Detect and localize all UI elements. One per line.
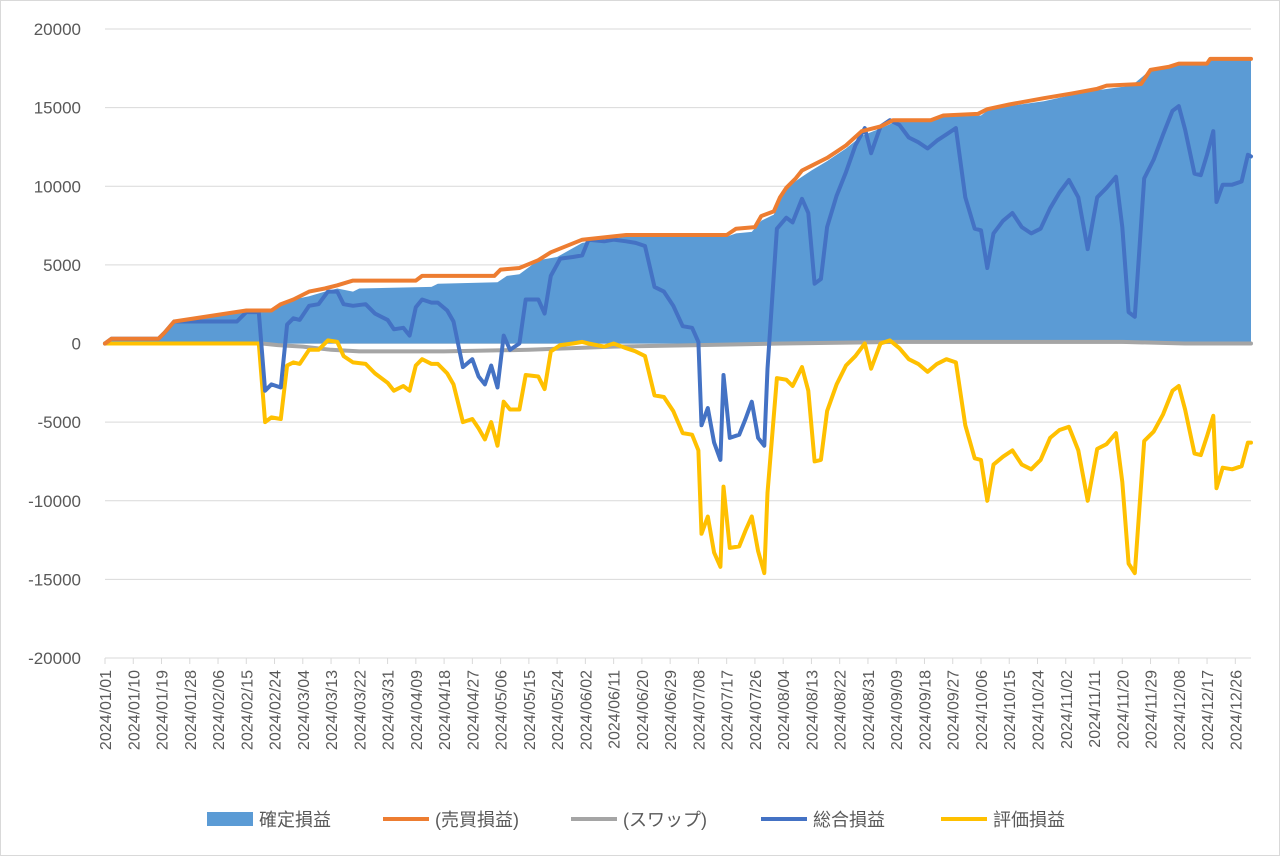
x-tick-label: 2024/06/11 bbox=[607, 670, 624, 749]
x-tick-label: 2024/04/27 bbox=[465, 670, 482, 750]
x-tick-label: 2024/01/01 bbox=[98, 670, 115, 750]
x-tick-label: 2024/06/02 bbox=[578, 670, 595, 750]
y-tick-label: -5000 bbox=[38, 413, 81, 432]
x-tick-label: 2024/12/08 bbox=[1172, 670, 1189, 750]
x-tick-label: 2024/01/19 bbox=[155, 670, 172, 750]
y-tick-label: 5000 bbox=[43, 256, 81, 275]
y-tick-label: -20000 bbox=[28, 649, 81, 668]
y-axis: 20000 15000 10000 5000 0 -5000 -10000 -15000 -20… bbox=[28, 20, 81, 668]
legend-label: (売買損益) bbox=[435, 810, 519, 830]
x-tick-label: 2024/01/28 bbox=[183, 670, 200, 750]
series-line-hyoka bbox=[103, 338, 1253, 576]
x-tick-label: 2024/10/06 bbox=[974, 670, 991, 750]
x-tick-label: 2024/11/20 bbox=[1115, 670, 1132, 749]
x-tick-label: 2024/08/13 bbox=[804, 670, 821, 750]
series-area-kakutei bbox=[105, 60, 1251, 344]
x-tick-label: 2024/03/13 bbox=[324, 670, 341, 750]
x-tick-label: 2024/02/24 bbox=[268, 670, 285, 750]
x-tick-label: 2024/10/24 bbox=[1030, 670, 1047, 750]
plot-series bbox=[103, 56, 1253, 576]
x-axis: 2024/01/01 2024/01/10 2024/01/19 2024/01/28… bbox=[98, 658, 1245, 750]
x-tick-label: 2024/06/29 bbox=[663, 670, 680, 750]
x-tick-label: 2024/04/18 bbox=[437, 670, 454, 750]
x-tick-label: 2024/03/04 bbox=[296, 670, 313, 750]
x-tick-label: 2024/08/22 bbox=[833, 670, 850, 750]
y-tick-label: 15000 bbox=[34, 99, 81, 118]
x-tick-label: 2024/07/08 bbox=[691, 670, 708, 750]
x-tick-label: 2024/12/26 bbox=[1228, 670, 1245, 750]
y-tick-label: 20000 bbox=[34, 20, 81, 39]
legend-swatch bbox=[207, 812, 253, 826]
x-tick-label: 2024/05/24 bbox=[550, 670, 567, 750]
x-tick-label: 2024/05/06 bbox=[494, 670, 511, 750]
y-tick-label: -10000 bbox=[28, 492, 81, 511]
x-tick-label: 2024/10/15 bbox=[1002, 670, 1019, 750]
legend-label: (スワップ) bbox=[623, 810, 707, 830]
x-tick-label: 2024/08/04 bbox=[776, 670, 793, 750]
series-line-swap bbox=[103, 339, 1253, 354]
series-line-baibai bbox=[103, 56, 1253, 346]
x-tick-label: 2024/07/17 bbox=[720, 670, 737, 750]
legend-label: 評価損益 bbox=[993, 810, 1065, 830]
y-tick-label: -15000 bbox=[28, 570, 81, 589]
x-tick-label: 2024/09/27 bbox=[946, 670, 963, 750]
x-tick-label: 2024/11/29 bbox=[1144, 670, 1161, 749]
x-tick-label: 2024/12/17 bbox=[1200, 670, 1217, 750]
y-tick-label: 0 bbox=[72, 335, 81, 354]
x-tick-label: 2024/02/06 bbox=[211, 670, 228, 750]
y-tick-label: 10000 bbox=[34, 177, 81, 196]
legend: 確定損益 (売買損益) (スワップ) 総合損益 評価損益 bbox=[207, 810, 1065, 830]
x-tick-label: 2024/04/09 bbox=[409, 670, 426, 750]
x-tick-label: 2024/02/15 bbox=[239, 670, 256, 750]
x-tick-label: 2024/11/11 bbox=[1087, 670, 1104, 748]
x-tick-label: 2024/09/18 bbox=[917, 670, 934, 750]
x-tick-label: 2024/03/31 bbox=[381, 670, 398, 750]
x-tick-label: 2024/09/09 bbox=[889, 670, 906, 750]
x-tick-label: 2024/01/10 bbox=[126, 670, 143, 750]
x-tick-label: 2024/11/02 bbox=[1059, 670, 1076, 749]
x-tick-label: 2024/06/20 bbox=[635, 670, 652, 750]
x-tick-label: 2024/07/26 bbox=[748, 670, 765, 750]
x-tick-label: 2024/03/22 bbox=[352, 670, 369, 750]
legend-label: 確定損益 bbox=[259, 810, 331, 830]
legend-label: 総合損益 bbox=[813, 810, 885, 830]
x-tick-label: 2024/08/31 bbox=[861, 670, 878, 750]
x-tick-label: 2024/05/15 bbox=[522, 670, 539, 750]
series-line-sogo bbox=[103, 104, 1253, 462]
